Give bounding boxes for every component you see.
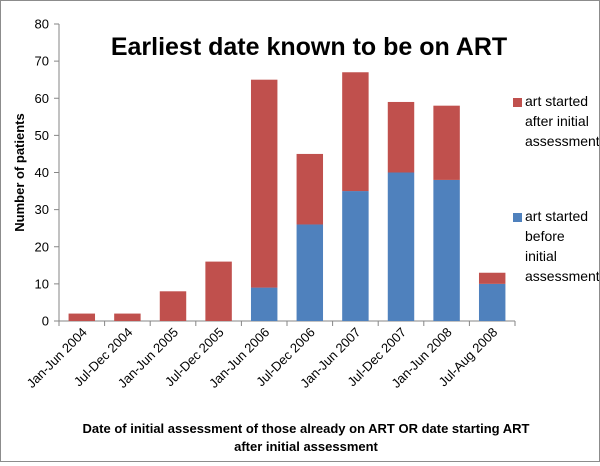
x-axis-title-line: Date of initial assessment of those alre… [83,421,530,436]
bar-segment-series-1 [342,191,369,321]
x-axis-title-line: after initial assessment [234,439,378,454]
bar-segment-series-1 [433,179,460,321]
bar-segment-series-2 [205,261,232,321]
bar-segment-series-2 [433,105,460,180]
y-tick-label: 10 [35,276,49,291]
chart-title: Earliest date known to be on ART [111,33,507,61]
bar-segment-series-2 [68,313,96,321]
legend-label-line: art started [525,208,588,224]
bars [68,72,506,321]
y-tick-label: 70 [35,54,49,69]
y-axis-title: Number of patients [12,113,27,231]
legend-label-line: assessment [525,133,599,149]
legend-label-line: after initial [525,113,589,129]
bar-segment-series-2 [342,72,369,192]
bar-segment-series-1 [387,172,415,321]
y-tick-label: 30 [35,202,49,217]
bar-segment-series-1 [250,287,278,321]
bar-segment-series-2 [478,272,506,284]
bar-segment-series-2 [387,101,415,173]
y-tick-label: 50 [35,128,49,143]
legend-label-line: before [525,228,565,244]
bar-segment-series-2 [296,153,324,225]
y-tick-label: 80 [35,17,49,32]
bar-segment-series-1 [478,283,506,321]
legend-swatch [513,213,522,222]
bar-segment-series-2 [159,291,187,321]
y-tick-label: 60 [35,91,49,106]
y-tick-label: 0 [42,314,49,329]
bar-segment-series-2 [114,313,141,321]
legend-label-line: assessment [525,268,599,284]
legend-label-line: initial [525,248,557,264]
legend-label-line: art started [525,93,588,109]
bar-segment-series-1 [296,224,324,321]
bar-segment-series-2 [250,79,278,288]
y-tick-label: 40 [35,165,49,180]
y-tick-label: 20 [35,239,49,254]
legend: art started after initial assessment art st… [513,93,600,284]
legend-swatch [513,98,522,107]
